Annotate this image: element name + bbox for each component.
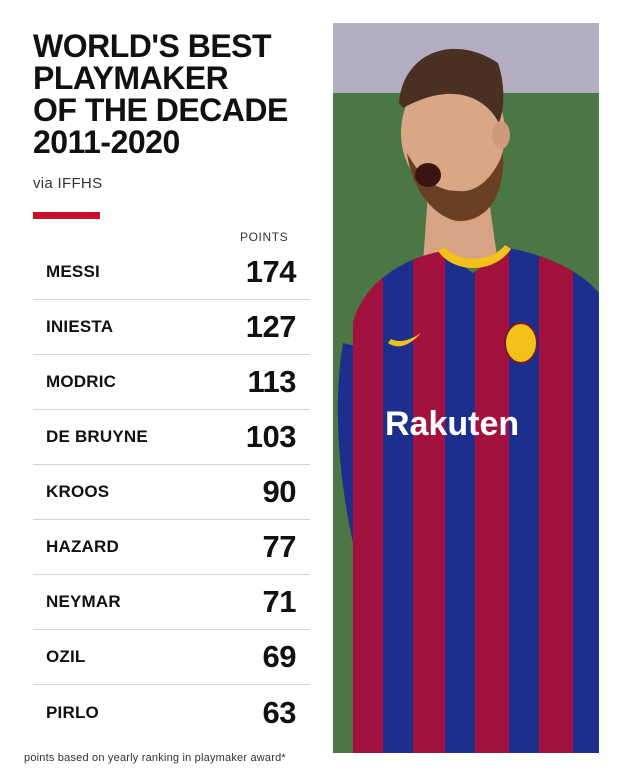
ranking-table: MESSI 174 INIESTA 127 MODRIC 113 DE BRUY… <box>33 245 310 740</box>
player-points: 113 <box>247 364 296 399</box>
source-credit: via IFFHS <box>33 175 103 192</box>
player-name: HAZARD <box>46 537 119 556</box>
page-title: WORLD'S BEST PLAYMAKER OF THE DECADE 201… <box>33 30 323 158</box>
table-row: KROOS 90 <box>33 465 310 520</box>
player-name: MODRIC <box>46 372 117 391</box>
player-name: DE BRUYNE <box>46 427 148 446</box>
footnote: points based on yearly ranking in playma… <box>24 752 286 764</box>
table-row: MESSI 174 <box>33 245 310 300</box>
player-points: 77 <box>262 529 297 564</box>
points-column-header: POINTS <box>240 230 289 244</box>
accent-bar <box>33 212 100 219</box>
player-points: 127 <box>245 309 297 344</box>
player-name: MESSI <box>46 262 100 281</box>
player-name: KROOS <box>46 482 110 501</box>
player-name: INIESTA <box>46 317 114 336</box>
player-celebrating-photo-icon: Rakuten <box>333 23 599 753</box>
player-points: 103 <box>245 419 297 454</box>
table-row: NEYMAR 71 <box>33 575 310 630</box>
shirt-sponsor-text: Rakuten <box>385 405 519 443</box>
player-points: 69 <box>262 639 297 674</box>
player-points: 71 <box>262 584 297 619</box>
title-line: PLAYMAKER <box>33 60 229 96</box>
title-line: OF THE DECADE <box>33 92 288 128</box>
title-line: 2011-2020 <box>33 124 180 160</box>
title-line: WORLD'S BEST <box>33 28 272 64</box>
player-name: OZIL <box>46 647 86 666</box>
table-row: INIESTA 127 <box>33 300 310 355</box>
table-row: PIRLO 63 <box>33 685 310 740</box>
player-points: 90 <box>262 474 297 509</box>
player-name: PIRLO <box>46 702 99 722</box>
table-row: HAZARD 77 <box>33 520 310 575</box>
ranking-panel: WORLD'S BEST PLAYMAKER OF THE DECADE 201… <box>24 30 323 764</box>
player-photo: Rakuten <box>333 23 599 753</box>
table-row: DE BRUYNE 103 <box>33 410 310 465</box>
table-row: MODRIC 113 <box>33 355 310 410</box>
table-row: OZIL 69 <box>33 630 310 685</box>
player-points: 63 <box>262 694 297 730</box>
player-points: 174 <box>245 254 297 289</box>
player-name: NEYMAR <box>46 592 121 611</box>
